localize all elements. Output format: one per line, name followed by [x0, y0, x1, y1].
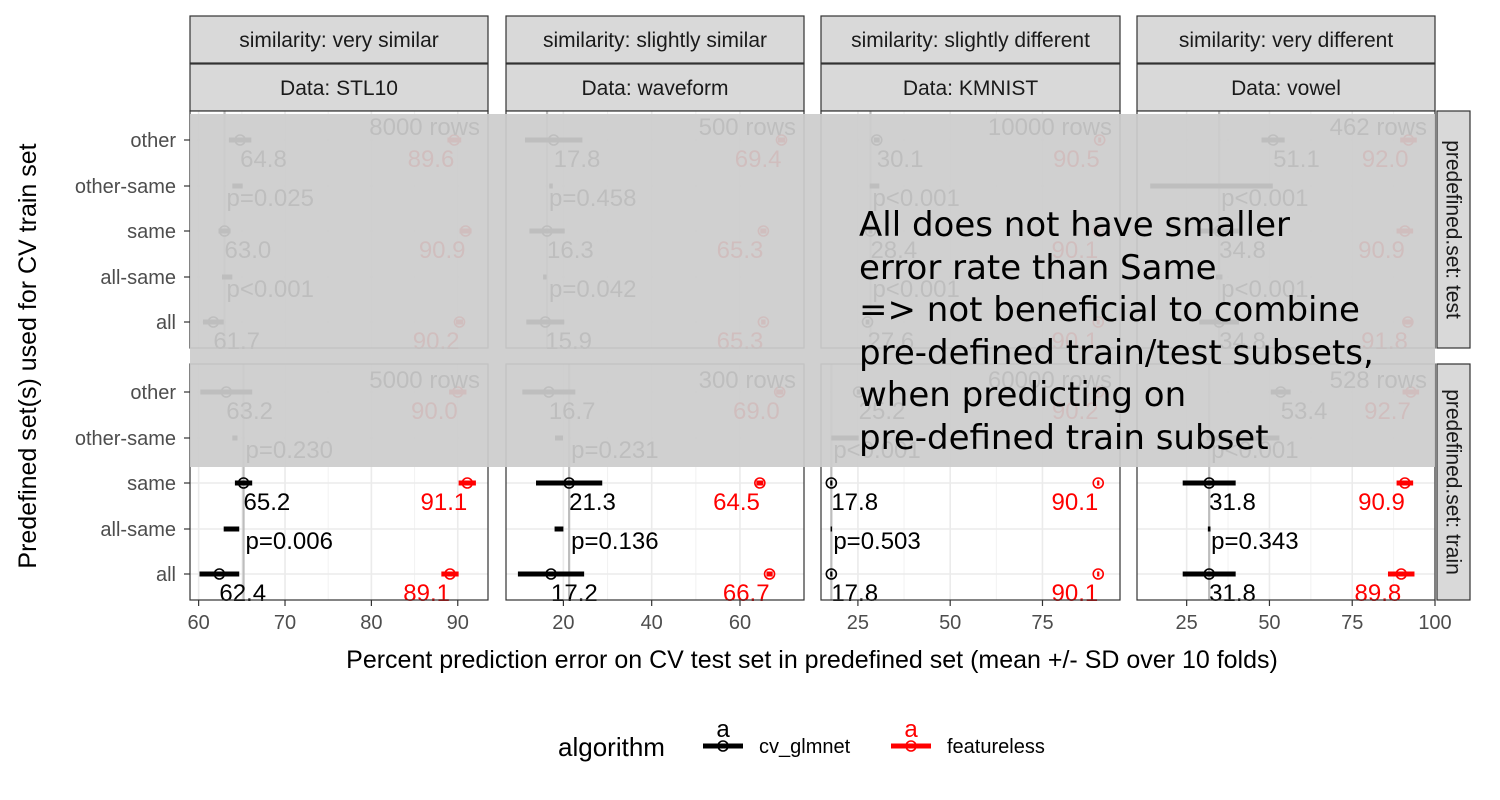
- facet-strip-right: [1436, 110, 1471, 349]
- facet-strip-label: Data: waveform: [581, 77, 728, 100]
- facet-strip-label: predefined.set: train: [1442, 389, 1465, 575]
- cv-glmnet-point: [563, 477, 575, 489]
- cv-glmnet-point: [825, 477, 838, 489]
- p-value-label: p=0.343: [1211, 528, 1298, 555]
- p-value-label: p=0.136: [571, 528, 658, 555]
- featureless-value-label: 90.1: [1052, 489, 1099, 516]
- annotation-line: when predicting on: [859, 375, 1187, 415]
- y-tick-label: other-same: [75, 176, 176, 198]
- cv-glmnet-point: [545, 568, 557, 580]
- annotation-text: All does not have smaller error rate tha…: [859, 204, 1429, 459]
- facet-strip-top: [189, 15, 489, 64]
- featureless-value-label: 91.1: [421, 489, 468, 516]
- cv-glmnet-value-label: 65.2: [244, 489, 291, 516]
- x-tick-label: 75: [1031, 612, 1053, 634]
- facet-strip-right: [1436, 363, 1471, 601]
- legend-key-text: a: [904, 716, 918, 743]
- cv-glmnet-value-label: 17.8: [831, 489, 878, 516]
- legend-key-text: a: [716, 716, 730, 743]
- featureless-point: [754, 477, 766, 489]
- cv-glmnet-value-label: 62.4: [219, 580, 266, 607]
- featureless-point: [461, 477, 474, 489]
- p-value-label: p=0.503: [833, 528, 920, 555]
- facet-strip-label: Data: vowel: [1231, 77, 1341, 100]
- featureless-point: [1399, 477, 1411, 489]
- facet-strip-top: [820, 15, 1121, 64]
- y-tick-label: other: [130, 382, 176, 404]
- cv-glmnet-value-label: 17.8: [831, 580, 878, 607]
- x-tick-label: 80: [360, 612, 382, 634]
- x-tick-label: 40: [641, 612, 663, 634]
- featureless-value-label: 90.1: [1052, 580, 1099, 607]
- y-tick-label: all: [156, 564, 176, 586]
- facet-strip-label: predefined.set: test: [1442, 140, 1465, 319]
- legend-entry-label: cv_glmnet: [759, 736, 851, 758]
- legend-key-point: [717, 740, 729, 752]
- featureless-value-label: 66.7: [723, 580, 770, 607]
- featureless-point: [763, 568, 776, 580]
- featureless-point: [444, 568, 456, 580]
- featureless-point: [1092, 477, 1105, 489]
- x-tick-label: 25: [1176, 612, 1198, 634]
- legend-key-point: [905, 740, 917, 752]
- featureless-point: [1395, 568, 1408, 580]
- annotation-line: All does not have smaller: [859, 205, 1290, 245]
- annotation-overlay: All does not have smaller error rate tha…: [190, 114, 1435, 467]
- x-tick-label: 50: [939, 612, 961, 634]
- annotation-line: pre-defined train subset: [859, 417, 1269, 458]
- featureless-value-label: 64.5: [713, 489, 760, 516]
- x-tick-label: 70: [274, 612, 296, 634]
- featureless-point: [1092, 568, 1105, 580]
- y-tick-label: same: [127, 221, 176, 243]
- annotation-line: => not beneficial to combine: [859, 290, 1360, 330]
- x-tick-label: 100: [1418, 612, 1451, 634]
- featureless-value-label: 90.9: [1358, 489, 1405, 516]
- x-tick-label: 90: [447, 612, 469, 634]
- annotation-line: pre-defined train/test subsets,: [859, 332, 1374, 373]
- x-tick-label: 60: [729, 612, 751, 634]
- facet-strip-label: similarity: very similar: [239, 29, 439, 52]
- featureless-value-label: 89.1: [403, 580, 450, 607]
- cv-glmnet-point: [825, 568, 838, 580]
- legend-entry-label: featureless: [947, 736, 1045, 758]
- x-tick-label: 25: [847, 612, 869, 634]
- facet-strip-label: similarity: slightly different: [851, 29, 1090, 52]
- x-tick-label: 60: [188, 612, 210, 634]
- facet-strip-bottom: [820, 63, 1121, 112]
- cv-glmnet-point: [213, 568, 226, 580]
- x-tick-label: 20: [552, 612, 574, 634]
- facet-strip-label: Data: KMNIST: [903, 77, 1039, 100]
- cv-glmnet-value-label: 17.2: [551, 580, 598, 607]
- cv-glmnet-point: [1203, 568, 1215, 580]
- p-value-label: p=0.006: [246, 528, 333, 555]
- facet-strip-label: Data: STL10: [280, 77, 398, 100]
- facet-strip-label: similarity: slightly similar: [543, 29, 767, 52]
- x-axis-title: Percent prediction error on CV test set …: [346, 646, 1278, 674]
- y-tick-label: all: [156, 312, 176, 334]
- y-axis-title: Predefined set(s) used for CV train set: [14, 143, 42, 568]
- x-tick-label: 50: [1258, 612, 1280, 634]
- cv-glmnet-value-label: 31.8: [1209, 489, 1256, 516]
- featureless-value-label: 89.8: [1355, 580, 1402, 607]
- annotation-line: error rate than Same: [859, 247, 1217, 288]
- cv-glmnet-value-label: 21.3: [569, 489, 616, 516]
- y-tick-label: same: [127, 473, 176, 495]
- facet-strip-top: [505, 15, 805, 64]
- cv-glmnet-point: [237, 477, 250, 489]
- y-tick-label: other: [130, 130, 176, 152]
- facet-strip-bottom: [505, 63, 805, 112]
- legend-title: algorithm: [558, 732, 665, 762]
- facet-strip-top: [1136, 15, 1436, 64]
- y-tick-label: all-same: [100, 267, 176, 289]
- cv-glmnet-point: [1203, 477, 1215, 489]
- x-tick-label: 75: [1341, 612, 1363, 634]
- facet-strip-bottom: [1136, 63, 1436, 112]
- cv-glmnet-value-label: 31.8: [1209, 580, 1256, 607]
- facet-strip-label: similarity: very different: [1179, 29, 1394, 52]
- y-tick-label: other-same: [75, 428, 176, 450]
- y-tick-label: all-same: [100, 519, 176, 541]
